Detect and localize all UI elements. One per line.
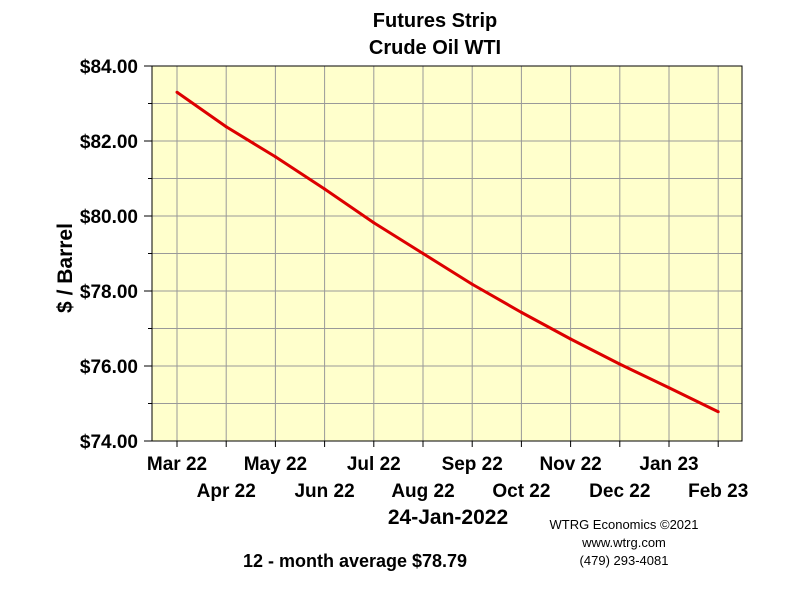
- data-point: [372, 221, 376, 225]
- data-point: [618, 362, 622, 366]
- data-point: [667, 386, 671, 390]
- y-axis-label: $ / Barrel: [54, 223, 77, 313]
- data-point: [224, 125, 228, 129]
- x-tick-label: Aug 22: [391, 481, 454, 502]
- x-tick-label: Sep 22: [442, 454, 503, 475]
- series-line: [176, 91, 719, 414]
- y-tick-label: $82.00: [80, 132, 138, 153]
- x-tick-label: Jan 23: [639, 454, 698, 475]
- data-point: [421, 252, 425, 255]
- credit-company: WTRG Economics ©2021: [549, 517, 698, 532]
- date-label: 24-Jan-2022: [388, 506, 508, 529]
- x-tick-label: Feb 23: [688, 481, 748, 502]
- chart-title: Futures Strip: [373, 10, 497, 32]
- y-tick-label: $76.00: [80, 357, 138, 378]
- data-point: [175, 90, 179, 94]
- x-axis: Mar 22 Apr 22 May 22 Jun 22 Jul 22 Aug 22 Sep …: [147, 441, 748, 502]
- x-tick-label: Oct 22: [492, 481, 550, 502]
- data-point: [323, 187, 327, 191]
- average-label: 12 - month average $78.79: [243, 551, 467, 571]
- data-point: [716, 410, 720, 414]
- credit-phone: (479) 293-4081: [580, 553, 669, 568]
- data-point: [569, 337, 573, 341]
- y-axis: $74.00 $76.00 $78.00 $80.00 $82.00 $84.00: [80, 57, 152, 453]
- data-point: [273, 155, 277, 159]
- x-tick-label: Jun 22: [294, 481, 354, 502]
- x-tick-label: Dec 22: [589, 481, 650, 502]
- y-tick-label: $84.00: [80, 57, 138, 78]
- y-tick-label: $78.00: [80, 282, 138, 303]
- data-point: [470, 282, 474, 286]
- credit-website: www.wtrg.com: [581, 535, 666, 550]
- x-tick-label: Apr 22: [197, 481, 256, 502]
- x-tick-label: May 22: [244, 454, 307, 475]
- data-point: [519, 310, 523, 314]
- y-tick-label: $74.00: [80, 432, 138, 453]
- x-tick-label: Nov 22: [539, 454, 601, 475]
- x-tick-label: Mar 22: [147, 454, 207, 475]
- chart-subtitle: Crude Oil WTI: [369, 37, 501, 59]
- series-layer: [175, 90, 720, 414]
- x-tick-label: Jul 22: [347, 454, 401, 475]
- y-tick-label: $80.00: [80, 207, 138, 228]
